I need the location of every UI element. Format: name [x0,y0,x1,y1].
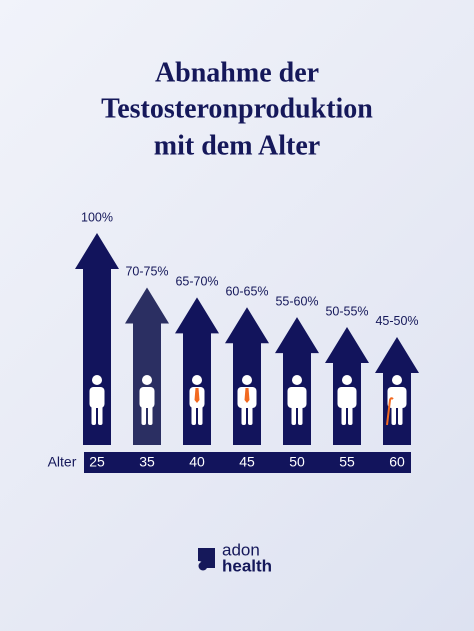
person-leg [141,404,146,425]
person-leg [248,404,253,425]
person-body [387,387,407,408]
person-icon [237,375,257,425]
arrow-bar [125,287,169,445]
x-axis-label: Alter [48,454,77,470]
person-icon [139,375,155,425]
person-leg [241,404,246,425]
value-label: 70-75% [125,265,168,279]
chart-title: mit dem Alter [154,130,320,161]
person-cane [386,397,394,426]
person-head [342,375,352,385]
person-icon [337,375,357,425]
arrow-bar [75,233,119,445]
person-leg [391,404,396,425]
value-label: 55-60% [275,294,318,308]
person-head [292,375,302,385]
person-body [337,387,357,408]
person-body [287,387,307,408]
person-head [192,375,202,385]
person-leg [341,404,346,425]
person-icon [189,375,205,425]
person-leg [298,404,303,425]
logo-text: health [222,556,272,575]
person-body [139,387,155,408]
person-leg [291,404,296,425]
arrow-bar [175,297,219,445]
person-tie [244,388,250,403]
person-leg [91,404,96,425]
person-leg [398,404,403,425]
chart-title: Testosteronproduktion [101,93,373,124]
person-leg [98,404,103,425]
person-icon [89,375,105,425]
chart-title: Abnahme der [155,57,319,88]
x-tick-label: 55 [339,454,355,470]
logo-icon [198,548,215,568]
x-tick-label: 60 [389,454,405,470]
x-tick-label: 50 [289,454,305,470]
x-tick-label: 40 [189,454,205,470]
person-icon [386,375,407,426]
value-label: 65-70% [175,275,218,289]
value-label: 100% [81,210,113,224]
person-leg [148,404,153,425]
person-tie [194,388,200,403]
person-icon [287,375,307,425]
person-head [92,375,102,385]
age-bar [84,452,411,473]
value-label: 45-50% [375,314,418,328]
person-leg [191,404,196,425]
value-label: 60-65% [225,285,268,299]
logo-icon [198,561,208,571]
x-tick-label: 35 [139,454,155,470]
x-tick-label: 25 [89,454,105,470]
value-label: 50-55% [325,304,368,318]
person-leg [198,404,203,425]
x-tick-label: 45 [239,454,255,470]
person-leg [348,404,353,425]
person-head [392,375,402,385]
arrow-bar [325,327,369,445]
logo-text: adon [222,540,260,559]
person-head [242,375,252,385]
person-body [89,387,105,408]
logo: adon health [198,540,272,575]
person-head [142,375,152,385]
